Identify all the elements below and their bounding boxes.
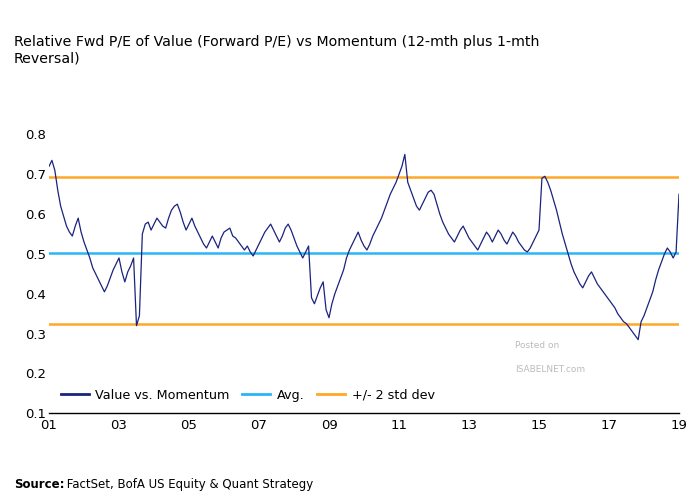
Text: FactSet, BofA US Equity & Quant Strategy: FactSet, BofA US Equity & Quant Strategy bbox=[63, 478, 314, 491]
Text: Source:: Source: bbox=[14, 478, 64, 491]
Text: ISABELNET.com: ISABELNET.com bbox=[515, 365, 585, 374]
Text: Relative Fwd P/E of Value (Forward P/E) vs Momentum (12-mth plus 1-mth
Reversal): Relative Fwd P/E of Value (Forward P/E) … bbox=[14, 35, 540, 65]
Text: Posted on: Posted on bbox=[515, 341, 559, 350]
Legend: Value vs. Momentum, Avg., +/- 2 std dev: Value vs. Momentum, Avg., +/- 2 std dev bbox=[55, 384, 440, 407]
